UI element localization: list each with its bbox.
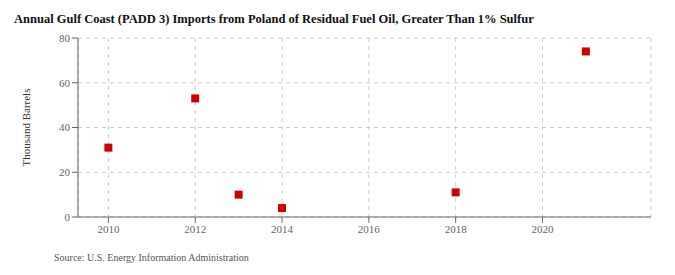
- html-text:Annual Gulf Coast (PADD 3) Imp: Annual Gulf Coast (PADD 3) Imports from …: [14, 12, 534, 26]
- svg-text:2012: 2012: [184, 223, 206, 235]
- html-text:Source: U.S. Energy Informatio: Source: U.S. Energy Information Administ…: [54, 252, 249, 263]
- svg-text:2018: 2018: [445, 223, 468, 235]
- svg-text:2014: 2014: [271, 223, 294, 235]
- svg-text:60: 60: [59, 77, 71, 89]
- svg-text:2010: 2010: [97, 223, 120, 235]
- svg-text:40: 40: [59, 121, 71, 133]
- svg-text:20: 20: [59, 166, 71, 178]
- svg-text:2020: 2020: [531, 223, 554, 235]
- svg-text:0: 0: [65, 211, 71, 223]
- svg-text:2016: 2016: [358, 223, 381, 235]
- svg-text:Thousand Barrels: Thousand Barrels: [20, 89, 32, 167]
- svg-text:80: 80: [59, 32, 71, 44]
